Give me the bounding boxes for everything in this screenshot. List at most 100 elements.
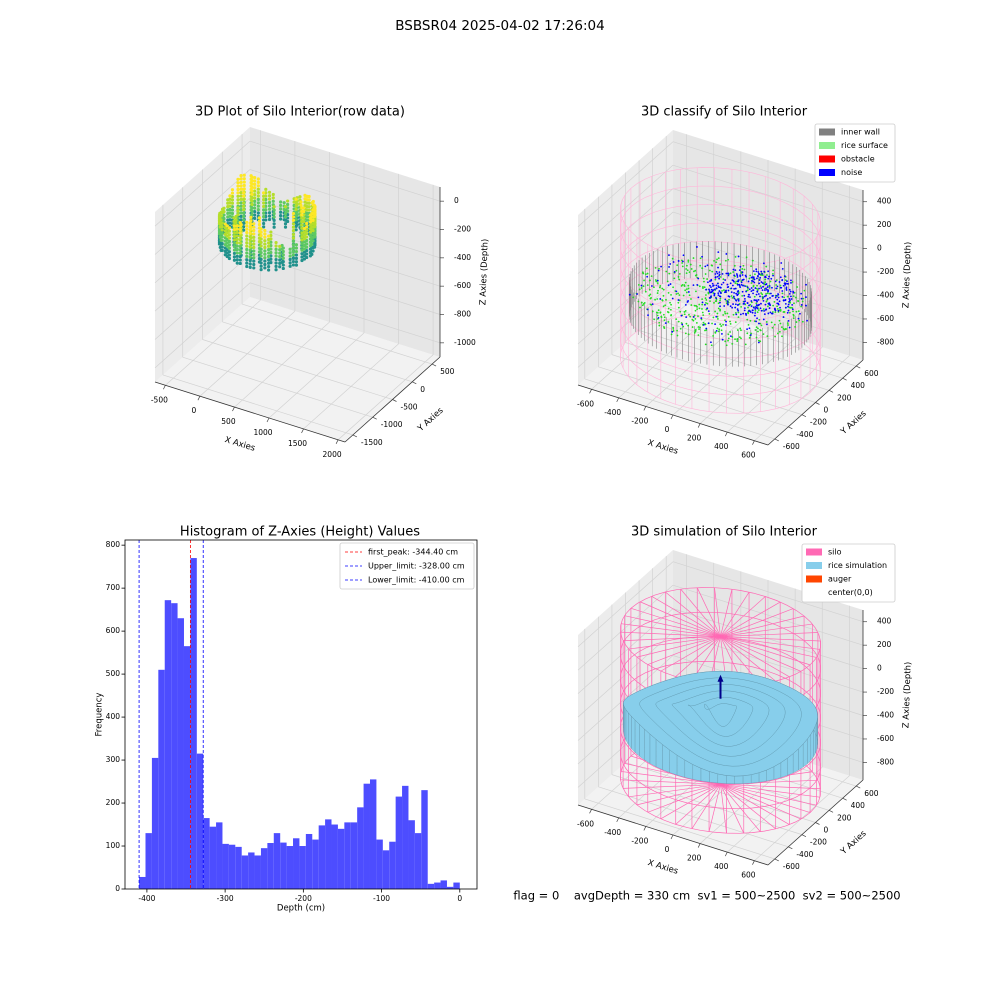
legend-swatch: [806, 589, 822, 596]
rice-surface-point: [759, 285, 762, 287]
point-cloud: [259, 264, 263, 268]
silo-spoke: [720, 783, 821, 790]
noise-point: [713, 294, 716, 297]
grid-line: [584, 378, 775, 440]
point-cloud: [245, 254, 249, 258]
rice-surface-point: [675, 269, 678, 272]
rice-surface-point: [755, 326, 758, 329]
point-cloud: [249, 215, 253, 219]
histogram-bar: [350, 822, 358, 889]
point-cloud: [232, 255, 237, 259]
point-cloud: [305, 249, 309, 253]
point-cloud: [305, 225, 309, 229]
z-axis-label: Z Axies (Depth): [901, 662, 913, 729]
point-cloud: [308, 216, 312, 221]
noise-point: [724, 324, 727, 326]
rice-simulation-side: [807, 733, 811, 765]
noise-point: [771, 286, 773, 289]
point-cloud: [220, 207, 225, 211]
rice-surface-point: [704, 301, 707, 304]
noise-point: [779, 306, 781, 309]
point-cloud: [239, 218, 243, 222]
rice-surface-point: [736, 340, 739, 343]
rice-surface-point: [710, 264, 713, 267]
rice-surface-point: [773, 323, 776, 326]
rice-surface-point: [724, 319, 726, 322]
point-cloud: [262, 215, 266, 219]
rice-surface-point: [690, 304, 693, 306]
noise-point: [741, 271, 744, 274]
rice-surface-point: [746, 318, 749, 321]
noise-point: [777, 309, 780, 312]
rice-surface-point: [684, 289, 687, 292]
rice-surface-point: [740, 337, 742, 340]
point-cloud: [235, 224, 239, 228]
rice-surface-point: [684, 332, 687, 335]
point-cloud: [263, 252, 267, 256]
point-cloud: [250, 192, 254, 196]
noise-point: [709, 280, 711, 283]
silo-spoke: [720, 783, 817, 806]
noise-point: [716, 275, 719, 278]
silo-spoke: [639, 601, 721, 637]
rice-surface-point: [715, 298, 718, 301]
rice-surface-point: [715, 261, 718, 264]
x-tick-label: -200: [631, 416, 648, 425]
rice-surface-point: [712, 316, 715, 319]
rice-surface-point: [716, 318, 719, 320]
x-axis-label: Depth (cm): [277, 904, 325, 914]
point-cloud: [220, 248, 224, 252]
noise-point: [718, 273, 721, 276]
point-cloud: [299, 200, 303, 204]
point-cloud: [267, 244, 271, 248]
rice-surface-point: [694, 317, 697, 320]
noise-point: [731, 306, 734, 309]
y-tick: [828, 390, 834, 393]
rice-surface-point: [766, 274, 768, 276]
rice-surface-point: [768, 292, 771, 295]
noise-point: [767, 277, 770, 280]
noise-point: [776, 285, 779, 288]
silo-spoke: [628, 783, 721, 798]
rice-surface-point: [673, 277, 676, 280]
noise-point: [715, 315, 718, 318]
rice-surface-point: [793, 291, 796, 294]
noise-point: [717, 292, 720, 295]
rice-surface-point: [740, 329, 742, 332]
rice-surface-point: [695, 304, 697, 307]
point-cloud: [226, 215, 230, 219]
z-tick-label: -800: [454, 310, 471, 319]
noise-point: [722, 281, 725, 284]
point-cloud: [281, 249, 285, 254]
noise-point: [706, 264, 709, 267]
point-cloud: [263, 242, 267, 246]
grid-line: [672, 188, 864, 249]
noise-point: [725, 272, 728, 275]
rice-surface-point: [658, 267, 660, 270]
point-cloud: [252, 262, 256, 267]
noise-point: [759, 276, 762, 279]
histogram-bar: [325, 819, 332, 889]
point-cloud: [267, 194, 272, 198]
point-cloud: [291, 259, 295, 264]
rice-surface-point: [683, 311, 686, 313]
noise-point: [726, 300, 729, 303]
point-cloud: [232, 248, 237, 252]
point-cloud: [262, 191, 266, 195]
legend-box: [801, 543, 896, 603]
point-cloud: [308, 220, 312, 224]
y-tick-label: 0: [824, 406, 829, 415]
point-cloud: [232, 228, 237, 232]
rice-surface-point: [690, 298, 692, 300]
noise-point: [743, 302, 746, 305]
noise-point: [742, 312, 745, 315]
rice-surface-point: [783, 311, 786, 313]
noise-point: [740, 283, 743, 286]
point-cloud: [219, 218, 223, 222]
rice-surface-point: [766, 292, 769, 295]
noise-point: [757, 298, 760, 301]
noise-point: [767, 290, 769, 293]
noise-point: [749, 311, 752, 313]
noise-point: [717, 251, 720, 254]
point-cloud: [252, 222, 256, 226]
